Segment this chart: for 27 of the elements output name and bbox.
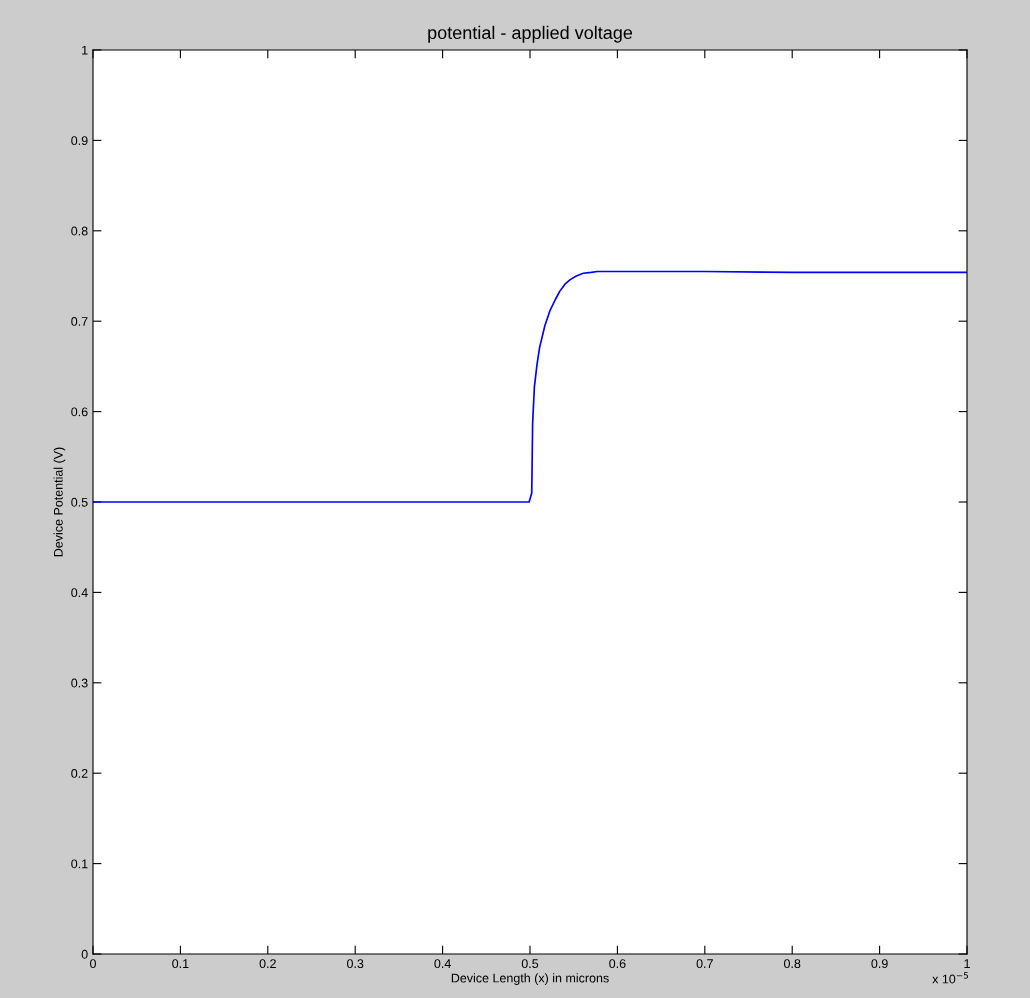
x-tick-label: 0 <box>90 959 96 969</box>
x-tick-label: 0.9 <box>871 959 888 969</box>
x-tick-label: 0.3 <box>347 959 364 969</box>
chart-title: potential - applied voltage <box>428 25 633 43</box>
y-axis-title: Device Potential (V) <box>53 447 66 557</box>
x-tick-label: 0.5 <box>521 959 539 969</box>
x-tick-label: 0.8 <box>784 959 801 969</box>
x-tick-label: 0.2 <box>259 959 276 969</box>
line-series <box>93 270 967 503</box>
x-tick-label: 0.6 <box>609 959 626 969</box>
y-tick-label: 0.7 <box>71 317 88 326</box>
y-tick-label: 0.8 <box>71 226 88 236</box>
y-tick-label: 0.3 <box>71 678 88 688</box>
y-tick-label: 0.5 <box>71 497 88 507</box>
y-tick-label: 0.4 <box>71 588 88 598</box>
text: x 10$^{−5}$ <box>932 972 969 984</box>
x-tick-label: 0.7 <box>696 959 713 969</box>
y-tick-label: 0.9 <box>71 136 88 146</box>
x-axis-title: Device Length (x) in microns <box>451 973 609 985</box>
x-tick-label: 0.4 <box>434 959 451 969</box>
y-tick-label: 1 <box>82 45 88 55</box>
x-tick-label: 1 <box>964 959 970 968</box>
y-tick-label: 0.1 <box>71 859 88 869</box>
y-tick-label: 0.6 <box>71 407 88 417</box>
x-tick-label: 0.1 <box>172 959 189 969</box>
y-tick-label: 0 <box>81 949 88 959</box>
y-tick-label: 0.2 <box>71 769 88 778</box>
